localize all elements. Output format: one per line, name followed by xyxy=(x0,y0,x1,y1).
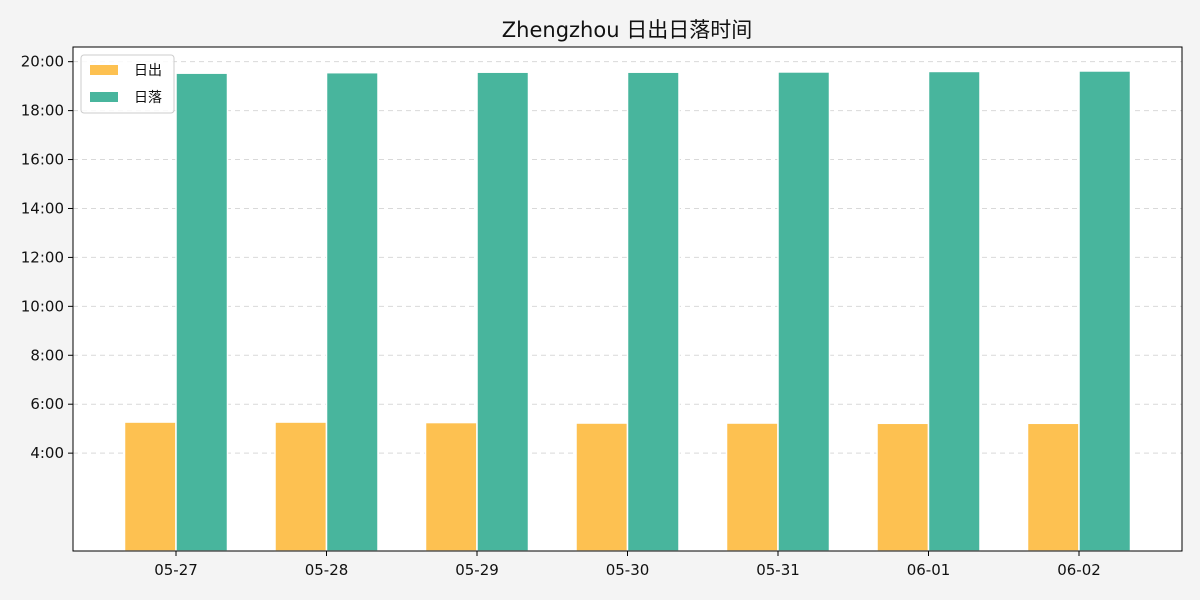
bar-sunset-05-28 xyxy=(325,71,379,552)
bar-sunset-05-30 xyxy=(626,71,680,552)
x-tick-label: 05-31 xyxy=(756,561,800,579)
y-tick-label: 10:00 xyxy=(21,297,64,315)
legend: 日出 日落 xyxy=(80,54,175,114)
chart-title: Zhengzhou 日出日落时间 xyxy=(502,18,752,42)
bar-sunset-06-02 xyxy=(1078,70,1132,552)
y-axis-ticks: 4:00 6:00 8:00 10:00 12:00 14:00 16:00 18:00 20:… xyxy=(21,53,73,462)
bar-sunrise-06-01 xyxy=(876,422,930,552)
y-tick-label: 4:00 xyxy=(30,444,64,462)
y-tick-label: 12:00 xyxy=(21,248,64,266)
grid-lines xyxy=(73,61,1182,454)
x-tick-label: 05-28 xyxy=(305,561,349,579)
bar-sunrise-06-02 xyxy=(1026,422,1080,552)
x-tick-label: 05-27 xyxy=(154,561,198,579)
legend-swatch-sunrise xyxy=(90,65,118,75)
y-tick-label: 8:00 xyxy=(30,346,64,364)
legend-swatch-sunset xyxy=(90,92,118,102)
bar-sunrise-05-28 xyxy=(274,421,328,552)
x-tick-label: 05-30 xyxy=(606,561,650,579)
y-tick-label: 20:00 xyxy=(21,53,64,71)
y-tick-label: 18:00 xyxy=(21,102,64,120)
bar-sunset-06-01 xyxy=(927,70,981,552)
bar-sunrise-05-31 xyxy=(725,422,779,552)
x-tick-label: 06-01 xyxy=(907,561,951,579)
legend-label-sunset: 日落 xyxy=(134,90,162,106)
y-tick-label: 16:00 xyxy=(21,151,64,169)
bars xyxy=(123,70,1132,552)
bar-sunset-05-27 xyxy=(175,72,229,552)
legend-label-sunrise: 日出 xyxy=(134,63,162,79)
y-tick-label: 6:00 xyxy=(30,395,64,413)
bar-sunset-05-29 xyxy=(476,71,530,552)
y-tick-label: 14:00 xyxy=(21,199,64,217)
bar-sunrise-05-27 xyxy=(123,421,177,552)
bar-sunset-05-31 xyxy=(777,71,831,552)
x-tick-label: 05-29 xyxy=(455,561,499,579)
x-tick-label: 06-02 xyxy=(1057,561,1101,579)
bar-sunrise-05-29 xyxy=(424,421,478,552)
x-axis-ticks: 05-27 05-28 05-29 05-30 05-31 06-01 06-02 xyxy=(154,551,1101,579)
bar-sunrise-05-30 xyxy=(575,422,629,552)
